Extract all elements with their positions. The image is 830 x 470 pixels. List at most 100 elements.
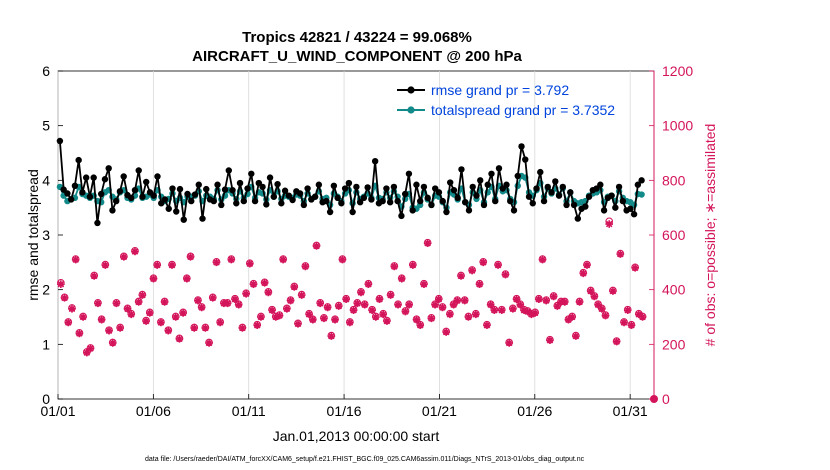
obs-assimilated-marker: [538, 255, 547, 264]
rmse-point: [341, 185, 349, 192]
rmse-point: [473, 192, 480, 199]
rmse-point: [600, 207, 608, 214]
rmse-point: [199, 215, 206, 222]
y-left-tick-label: 3: [42, 227, 50, 243]
rmse-point: [128, 194, 135, 202]
obs-assimilated-marker: [390, 262, 399, 271]
y-right-tick-label: 200: [662, 336, 686, 352]
obs-assimilated-marker: [568, 313, 576, 321]
rmse-point: [323, 197, 330, 205]
obs-assimilated-marker: [460, 296, 469, 305]
obs-assimilated-marker: [253, 321, 262, 329]
obs-assimilated-marker: [523, 307, 532, 316]
obs-assimilated-marker: [438, 303, 447, 312]
obs-assimilated-marker: [423, 239, 432, 247]
rmse-point: [225, 167, 232, 174]
x-tick-label: 01/26: [517, 403, 552, 419]
rmse-point: [582, 203, 589, 210]
obs-assimilated-marker: [171, 313, 180, 321]
obs-assimilated-marker: [371, 313, 380, 321]
obs-assimilated-marker: [609, 287, 617, 295]
rmse-point: [435, 189, 443, 196]
rmse-point: [75, 156, 82, 164]
rmse-point: [443, 208, 450, 216]
rmse-point: [469, 183, 476, 191]
x-grid: [57, 71, 631, 399]
y-right-tick-label: 600: [662, 227, 686, 243]
rmse-point: [296, 190, 304, 197]
rmse-point: [161, 196, 169, 203]
rmse-point: [514, 172, 521, 180]
obs-assimilated-marker: [64, 318, 73, 327]
y-left-ticks: 0 1 2 3 4 5 6: [42, 63, 63, 407]
obs-assimilated-marker: [231, 295, 239, 304]
rmse-point: [353, 183, 360, 191]
rmse-point: [585, 193, 593, 200]
obs-assimilated-marker: [294, 320, 302, 328]
obs-assimilated-marker: [434, 295, 443, 304]
rmse-point: [236, 179, 244, 187]
x-tick-label: 01/11: [232, 403, 266, 419]
rmse-point: [281, 187, 289, 194]
rmse-point: [462, 199, 469, 206]
obs-assimilated-marker: [553, 302, 562, 310]
legend-rmse-label: rmse grand pr = 3.792: [431, 82, 569, 98]
obs-assimilated-marker: [520, 306, 528, 314]
rmse-point: [79, 189, 86, 196]
obs-assimilated-marker: [401, 307, 410, 316]
rmse-point: [82, 174, 90, 181]
rmse-point: [522, 156, 529, 163]
obs-assimilated-marker: [449, 300, 458, 309]
rmse-point: [71, 182, 79, 189]
rmse-point: [169, 185, 176, 192]
rmse-point: [315, 181, 323, 188]
rmse-point: [371, 158, 379, 165]
rmse-point: [116, 188, 124, 195]
obs-assimilated-marker: [205, 339, 213, 347]
obs-assimilated-marker: [94, 299, 102, 308]
rmse-point: [154, 173, 161, 180]
rmse-point: [101, 176, 109, 183]
rmse-point: [109, 207, 116, 214]
obs-assimilated-marker: [512, 295, 521, 304]
obs-assimilated-marker: [246, 259, 254, 268]
obs-zero-marker: [650, 395, 658, 403]
rmse-point: [386, 199, 394, 206]
rmse-point: [135, 167, 142, 174]
obs-assimilated-marker: [564, 315, 573, 324]
obs-assimilated-marker: [590, 292, 599, 301]
obs-assimilated-marker: [586, 287, 595, 295]
rmse-point: [503, 181, 510, 188]
rmse-point: [428, 201, 435, 209]
rmse-point: [612, 204, 619, 211]
obs-assimilated-marker: [108, 339, 117, 347]
obs-assimilated-marker: [505, 339, 513, 347]
rmse-point: [349, 208, 356, 216]
obs-assimilated-marker: [301, 262, 310, 271]
obs-assimilated-marker: [97, 315, 106, 324]
obs-assimilated-marker: [216, 318, 224, 327]
legend-rmse-marker: [407, 86, 415, 94]
rmse-point: [615, 183, 623, 191]
rmse-point: [274, 180, 281, 188]
obs-assimilated-marker: [527, 310, 536, 319]
rmse-point: [563, 201, 570, 209]
obs-assimilated-marker: [486, 300, 495, 309]
rmse-point: [608, 192, 615, 199]
rmse-point: [398, 212, 405, 220]
obs-assimilated-marker: [194, 296, 202, 305]
obs-assimilated-marker: [197, 303, 206, 312]
rmse-point: [259, 183, 266, 191]
obs-assimilated-marker: [509, 305, 517, 313]
obs-assimilated-marker: [257, 313, 265, 321]
x-ticks: 01/01 01/06 01/11 01/16 01/21 01/26 01/31: [40, 394, 648, 419]
rmse-point: [439, 197, 446, 205]
obs-assimilated-marker: [305, 310, 313, 319]
obs-assimilated-marker: [227, 255, 236, 264]
obs-assimilated-marker: [546, 336, 554, 345]
totalspread-point: [638, 191, 645, 198]
rmse-point: [330, 182, 338, 189]
obs-assimilated-marker: [279, 255, 287, 264]
obs-assimilated-marker: [364, 280, 373, 288]
obs-assimilated-marker: [579, 269, 588, 278]
